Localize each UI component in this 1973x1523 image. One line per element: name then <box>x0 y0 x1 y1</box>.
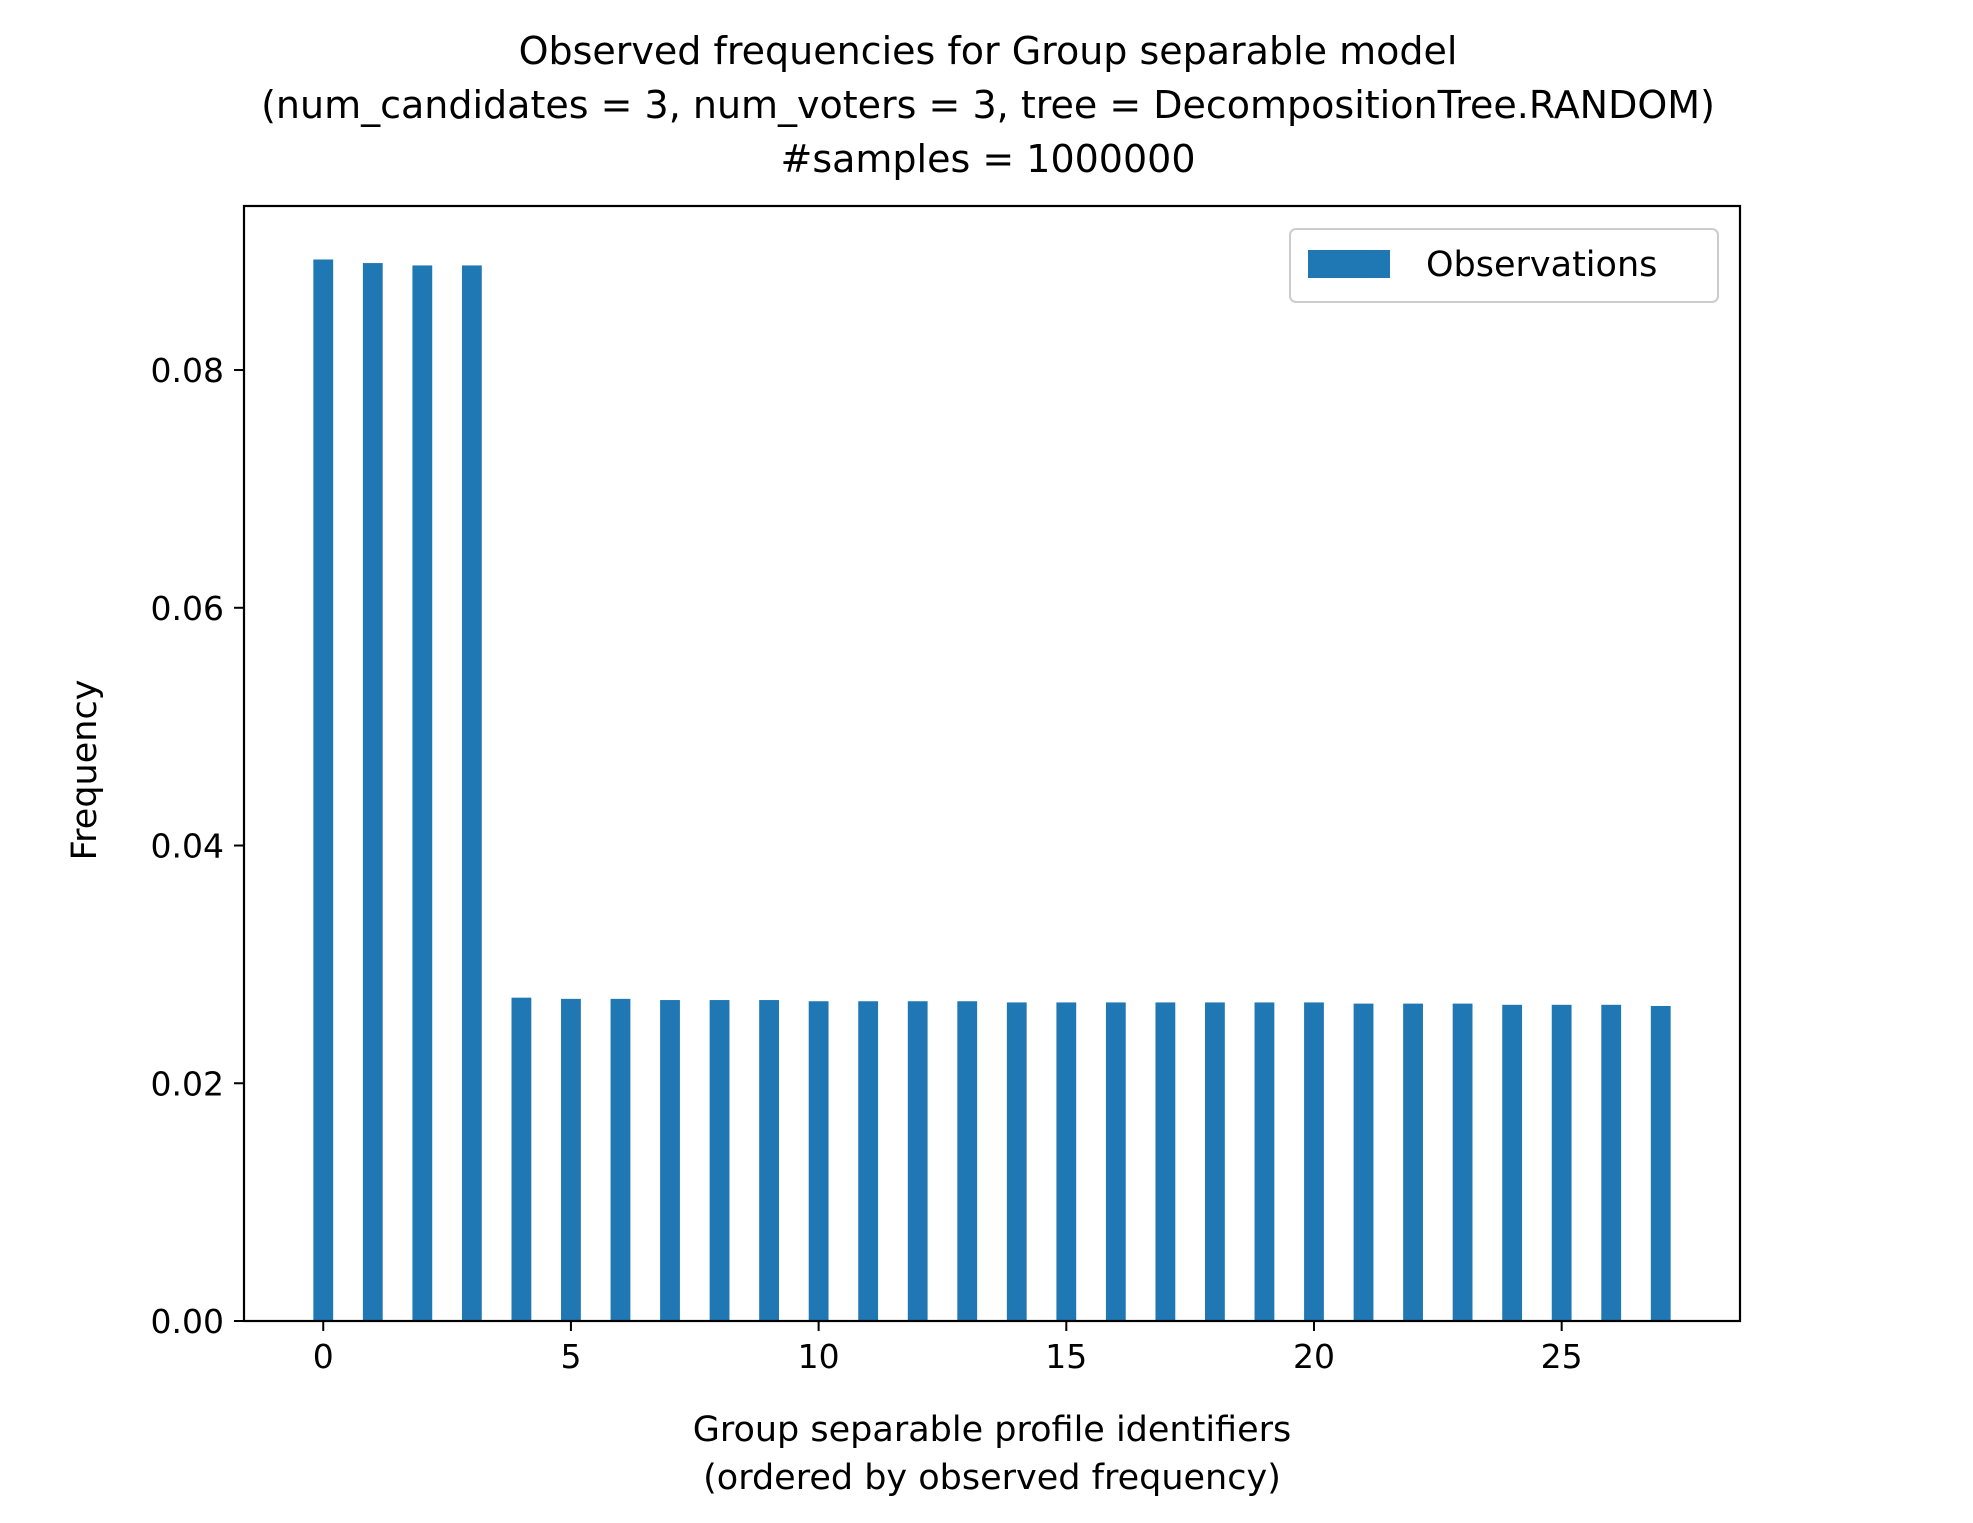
chart-title-line-2: (num_candidates = 3, num_voters = 3, tre… <box>261 83 1715 127</box>
y-tick-label: 0.08 <box>151 351 224 390</box>
bars-layer <box>313 259 1671 1322</box>
bar-8 <box>709 1000 730 1321</box>
bar-12 <box>907 1001 928 1321</box>
bar-15 <box>1056 1002 1077 1321</box>
y-axis-ticks: 0.00 0.02 0.04 0.06 0.08 <box>151 351 244 1341</box>
bar-10 <box>808 1001 829 1321</box>
bar-21 <box>1353 1003 1374 1321</box>
x-tick-label: 25 <box>1541 1337 1583 1376</box>
bar-13 <box>957 1001 978 1321</box>
bar-27 <box>1650 1005 1671 1321</box>
plot-frame <box>242 204 1742 1323</box>
chart-title-line-1: Observed frequencies for Group separable… <box>519 29 1458 73</box>
y-tick-label: 0.06 <box>151 589 224 628</box>
bar-22 <box>1403 1003 1423 1321</box>
bar-24 <box>1502 1004 1523 1321</box>
bar-25 <box>1551 1004 1572 1321</box>
bar-6 <box>610 998 631 1321</box>
x-tick-label: 20 <box>1293 1337 1335 1376</box>
bar-5 <box>561 998 581 1321</box>
x-axis-label: Group separable profile identifiers (ord… <box>693 1410 1292 1498</box>
legend-swatch <box>1308 250 1390 278</box>
bar-9 <box>759 1000 779 1321</box>
bar-17 <box>1155 1002 1176 1321</box>
bar-2 <box>412 265 433 1322</box>
bar-16 <box>1105 1002 1126 1321</box>
bar-0 <box>313 259 334 1321</box>
y-axis-label: Frequency <box>65 680 105 861</box>
x-axis-label-line-2: (ordered by observed frequency) <box>703 1458 1281 1498</box>
bar-14 <box>1006 1002 1027 1321</box>
bar-19 <box>1254 1002 1275 1321</box>
legend: Observations <box>1289 228 1719 303</box>
bar-7 <box>660 1000 680 1321</box>
bar-26 <box>1601 1004 1622 1321</box>
chart-title-line-3: #samples = 1000000 <box>780 137 1195 181</box>
bar-3 <box>461 265 482 1322</box>
x-tick-label: 15 <box>1045 1337 1087 1376</box>
x-axis-ticks: 0 5 10 15 20 25 <box>313 1321 1583 1376</box>
x-tick-label: 5 <box>560 1337 581 1376</box>
chart-title: Observed frequencies for Group separable… <box>261 29 1715 181</box>
plot-area-border <box>242 204 1742 1323</box>
bar-23 <box>1452 1003 1473 1321</box>
bar-18 <box>1205 1002 1225 1321</box>
legend-box <box>1289 228 1719 303</box>
bar-4 <box>511 997 532 1321</box>
x-tick-label: 10 <box>798 1337 840 1376</box>
legend-label: Observations <box>1426 245 1657 285</box>
y-tick-label: 0.02 <box>151 1064 224 1103</box>
bar-11 <box>858 1001 879 1321</box>
x-axis-label-line-1: Group separable profile identifiers <box>693 1410 1292 1450</box>
y-tick-label: 0.04 <box>151 827 224 866</box>
y-tick-label: 0.00 <box>151 1302 224 1341</box>
x-tick-label: 0 <box>313 1337 334 1376</box>
bar-20 <box>1304 1002 1324 1321</box>
bar-1 <box>362 263 383 1321</box>
